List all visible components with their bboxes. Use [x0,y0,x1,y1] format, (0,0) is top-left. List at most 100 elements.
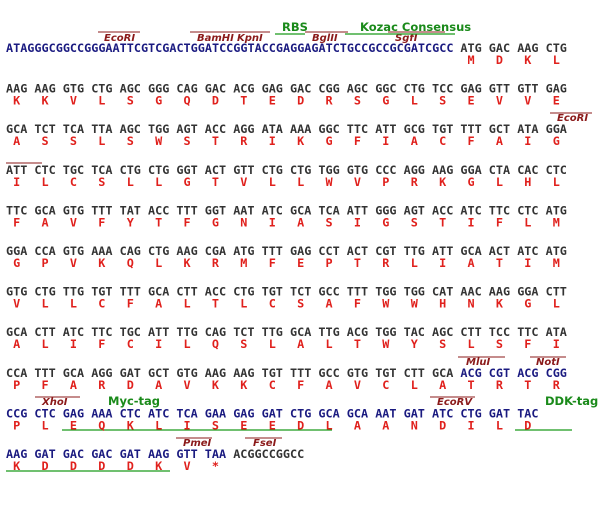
amino-acid: L [155,256,162,270]
amino-acid: G [524,297,531,311]
amino-acid: F [468,134,475,148]
amino-acid: D [297,418,304,432]
site-label: EcoRI [104,33,135,44]
amino-acid: L [553,53,560,67]
amino-acid: S [184,134,191,148]
amino-acid: F [13,215,20,229]
codon: GGA [517,285,538,299]
amino-acid: F [354,134,361,148]
amino-acid: C [382,378,389,392]
codon: GCA [63,366,84,380]
codon: CTG [91,82,112,96]
codon: TCA [318,203,339,217]
amino-acid: C [269,297,276,311]
codon: ACT [347,244,368,258]
codon: GAT [120,366,141,380]
codon: GAT [489,406,510,420]
amino-acid: T [468,378,475,392]
amino-acid: F [354,297,361,311]
codon: AAC [460,285,481,299]
codon: GTG [347,163,368,177]
codon: CTG [34,285,55,299]
codon: GTT [233,163,254,177]
amino-acid: I [524,134,531,148]
codon: GAG [460,82,481,96]
amino-acid: E [269,94,276,108]
amino-acid: V [354,175,361,189]
amino-acid: T [354,256,361,270]
amino-acid: N [411,418,418,432]
codon: CTC [517,203,538,217]
amino-acid: R [212,256,220,270]
amino-acid: D [98,459,105,473]
amino-acid: M [553,256,560,270]
codon: TTG [262,325,283,339]
amino-acid: C [439,134,446,148]
amino-acid: L [42,337,49,351]
codon: GGC [318,122,339,136]
amino-acid: M [553,215,560,229]
amino-acid: S [70,134,77,148]
codon: TGT [375,366,396,380]
codon: GTG [63,244,84,258]
amino-acid: Y [411,337,419,351]
codon: CTT [460,325,481,339]
amino-acid: N [240,215,247,229]
amino-acid: A [42,215,49,229]
codon: TGC [63,163,84,177]
amino-acid: K [13,459,21,473]
amino-acid: R [553,378,561,392]
amino-acid: S [212,418,219,432]
amino-acid: P [42,256,49,270]
codon: ATG [233,244,254,258]
site-label: BamHI [197,33,234,44]
amino-acid: S [439,94,446,108]
codon: GAA [205,406,226,420]
amino-acid: I [524,256,531,270]
amino-acid: K [240,378,248,392]
amino-acid: A [439,378,446,392]
amino-acid: Q [127,256,134,270]
codon: CTG [148,163,169,177]
codon: GTG [176,366,197,380]
amino-acid: Q [184,94,191,108]
amino-acid: L [70,297,77,311]
codon: AGT [176,122,197,136]
codon: GAC [290,82,311,96]
amino-acid: R [240,134,248,148]
codon: GCA [6,325,27,339]
amino-acid: L [326,337,333,351]
amino-acid: L [553,297,560,311]
codon: CGT [489,366,510,380]
site-label: BglII [312,33,338,44]
codon: CTG [233,285,254,299]
codon: AAG [6,447,27,461]
codon: GTT [489,82,510,96]
amino-acid: F [127,297,134,311]
codon: GAT [120,447,141,461]
codon: CTT [34,325,55,339]
amino-acid: M [240,256,247,270]
amino-acid: I [354,215,361,229]
amino-acid: M [468,53,475,67]
amino-acid: L [553,175,560,189]
amino-acid: L [411,378,418,392]
amino-acid: P [326,256,333,270]
amino-acid: K [127,418,135,432]
amino-acid: S [127,134,134,148]
codon: CTG [120,163,141,177]
codon: ATG [460,41,481,55]
amino-acid: K [98,256,106,270]
feature-label: Myc-tag [108,394,160,408]
amino-acid: D [42,459,49,473]
codon: CGG [546,366,567,380]
amino-acid: L [496,418,503,432]
amino-acid: A [297,337,304,351]
amino-acid: R [382,256,390,270]
amino-acid: V [524,94,531,108]
codon: ACG [233,82,254,96]
amino-acid: A [326,297,333,311]
codon: GAG [262,82,283,96]
codon: GGA [6,244,27,258]
site-label: EcoRV [437,397,473,408]
